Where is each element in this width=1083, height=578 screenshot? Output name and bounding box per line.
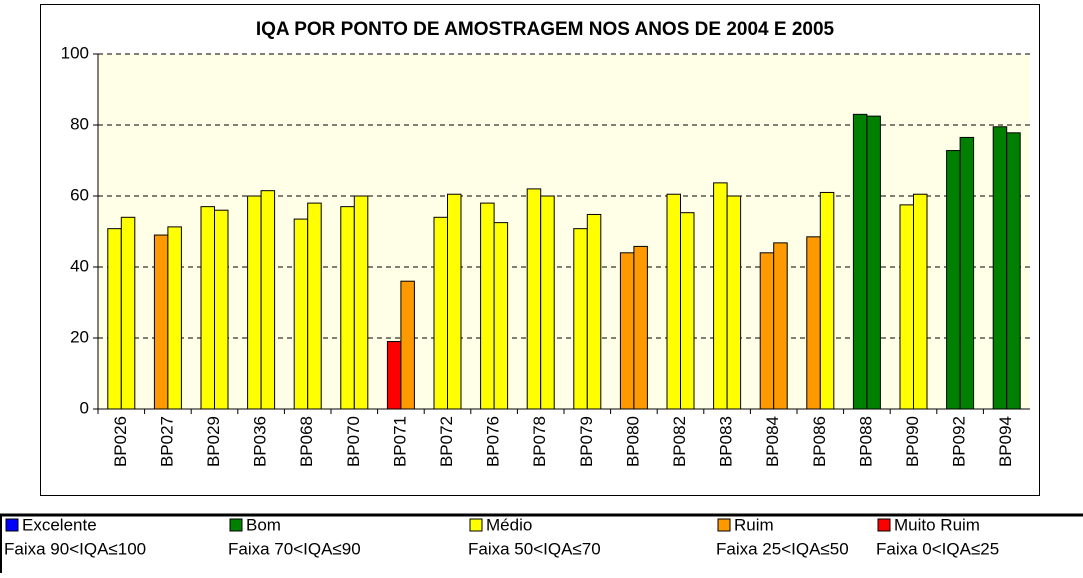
y-tick-label: 80: [70, 114, 89, 133]
bar: [959, 136, 975, 410]
x-tick-label: BP088: [856, 416, 875, 467]
x-tick-label: BP068: [297, 416, 316, 467]
x-tick-label: BP026: [111, 416, 130, 467]
bar: [433, 216, 448, 410]
legend-swatch: [877, 518, 891, 532]
x-tick-label: BP027: [157, 416, 176, 467]
bar: [247, 195, 262, 410]
bar: [386, 341, 402, 410]
legend-label: Médio: [486, 515, 532, 534]
x-tick-label: BP071: [390, 416, 409, 467]
legend-swatch: [229, 518, 243, 532]
x-tick-label: BP078: [530, 416, 549, 467]
legend-range: Faixa 90<IQA≤100: [4, 539, 146, 558]
x-tick-label: BP029: [204, 416, 223, 467]
y-tick-label: 60: [70, 185, 89, 204]
bar: [773, 242, 788, 410]
y-tick-label: 20: [70, 327, 89, 346]
legend-swatch: [469, 518, 483, 532]
x-tick-label: BP036: [251, 416, 270, 467]
bar: [806, 236, 821, 410]
bar: [120, 216, 136, 410]
legend-swatch: [5, 518, 19, 532]
legend-label: Ruim: [734, 515, 774, 534]
legend-label: Muito Ruim: [894, 515, 980, 534]
bar: [1006, 132, 1021, 410]
bar: [573, 228, 588, 410]
x-tick-label: BP092: [950, 416, 969, 467]
x-tick-label: BP084: [763, 416, 782, 467]
bar: [946, 150, 961, 410]
bar: [214, 209, 229, 410]
y-tick-label: 0: [80, 398, 89, 417]
x-tick-label: BP086: [810, 416, 829, 467]
bar: [200, 206, 215, 410]
bar: [666, 193, 681, 410]
bar: [586, 213, 602, 410]
legend-label: Bom: [246, 515, 281, 534]
bar: [526, 188, 542, 410]
bar: [400, 280, 415, 410]
y-tick-label: 40: [70, 256, 89, 275]
bar: [447, 193, 462, 410]
bar: [167, 226, 182, 410]
bar: [153, 234, 169, 410]
x-tick-label: BP090: [903, 416, 922, 467]
bar: [540, 195, 555, 410]
x-tick-label: BP083: [717, 416, 736, 467]
bar: [340, 206, 355, 410]
bar: [107, 228, 122, 410]
x-tick-label: BP070: [344, 416, 363, 467]
plot-area: [98, 54, 1030, 409]
bar: [819, 191, 835, 410]
bar: [726, 195, 742, 410]
bar: [866, 115, 881, 410]
x-tick-label: BP076: [484, 416, 503, 467]
bar: [353, 195, 369, 410]
bar: [680, 212, 695, 410]
bar: [307, 202, 322, 410]
bar: [633, 245, 648, 410]
legend-range: Faixa 0<IQA≤25: [876, 539, 999, 558]
legend-label: Excelente: [22, 515, 97, 534]
legend-range: Faixa 70<IQA≤90: [228, 539, 361, 558]
x-tick-label: BP072: [437, 416, 456, 467]
x-tick-label: BP094: [996, 416, 1015, 467]
y-tick-label: 100: [61, 43, 89, 62]
legend-range: Faixa 50<IQA≤70: [468, 539, 601, 558]
bar: [759, 252, 775, 410]
x-tick-label: BP079: [577, 416, 596, 467]
chart-title: IQA POR PONTO DE AMOSTRAGEM NOS ANOS DE …: [256, 19, 835, 40]
x-tick-label: BP080: [623, 416, 642, 467]
bar: [992, 126, 1008, 410]
legend-swatch: [717, 518, 731, 532]
bar: [713, 182, 728, 410]
bar: [260, 190, 276, 410]
bar: [619, 252, 635, 410]
legend-range: Faixa 25<IQA≤50: [716, 539, 849, 558]
bar: [852, 113, 868, 410]
bar: [913, 193, 928, 410]
bar: [899, 204, 914, 410]
bar: [480, 202, 495, 410]
bar: [493, 222, 509, 410]
x-tick-label: BP082: [670, 416, 689, 467]
bar: [293, 218, 309, 410]
